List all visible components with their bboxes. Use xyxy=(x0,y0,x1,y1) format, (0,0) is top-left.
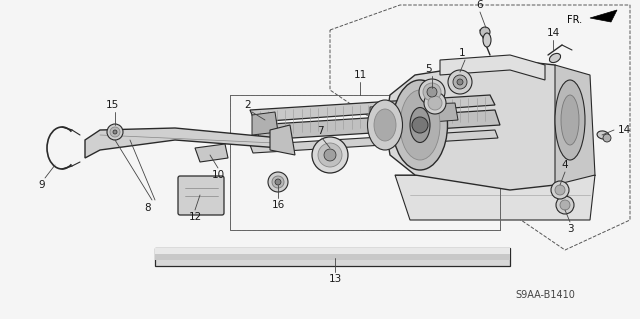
Bar xyxy=(230,95,500,230)
Circle shape xyxy=(556,196,574,214)
Text: 10: 10 xyxy=(211,170,225,180)
Circle shape xyxy=(603,134,611,142)
Text: 7: 7 xyxy=(317,126,323,136)
Ellipse shape xyxy=(410,108,430,143)
Polygon shape xyxy=(590,10,617,22)
Ellipse shape xyxy=(549,53,561,63)
Text: 3: 3 xyxy=(566,224,573,234)
Bar xyxy=(155,254,510,260)
Ellipse shape xyxy=(374,109,396,141)
Circle shape xyxy=(275,179,281,185)
Circle shape xyxy=(324,149,336,161)
Circle shape xyxy=(453,75,467,89)
Ellipse shape xyxy=(555,80,585,160)
Polygon shape xyxy=(440,55,545,80)
Text: 12: 12 xyxy=(188,212,202,222)
Text: 15: 15 xyxy=(106,100,118,110)
Text: 14: 14 xyxy=(618,125,631,135)
Text: 11: 11 xyxy=(353,70,367,80)
Circle shape xyxy=(457,79,463,85)
Text: 2: 2 xyxy=(244,100,252,110)
Ellipse shape xyxy=(367,100,403,150)
Text: 4: 4 xyxy=(562,160,568,170)
Polygon shape xyxy=(370,105,400,128)
Text: S9AA-B1410: S9AA-B1410 xyxy=(515,290,575,300)
Circle shape xyxy=(412,117,428,133)
Text: 13: 13 xyxy=(328,274,342,284)
Text: 9: 9 xyxy=(38,180,45,190)
Bar xyxy=(155,248,510,266)
Circle shape xyxy=(318,143,342,167)
Circle shape xyxy=(551,181,569,199)
Text: 5: 5 xyxy=(425,64,431,74)
Circle shape xyxy=(268,172,288,192)
Circle shape xyxy=(113,130,117,134)
Text: 1: 1 xyxy=(459,48,465,58)
Circle shape xyxy=(312,137,348,173)
Text: FR.: FR. xyxy=(567,15,582,25)
Polygon shape xyxy=(252,112,278,135)
Ellipse shape xyxy=(392,80,447,170)
Circle shape xyxy=(110,127,120,137)
Polygon shape xyxy=(250,130,498,153)
Polygon shape xyxy=(395,175,595,220)
Polygon shape xyxy=(430,103,458,122)
FancyBboxPatch shape xyxy=(178,176,224,215)
Circle shape xyxy=(480,27,490,37)
Bar xyxy=(230,95,500,230)
Circle shape xyxy=(448,70,472,94)
Polygon shape xyxy=(270,125,295,155)
Text: 16: 16 xyxy=(271,200,285,210)
Polygon shape xyxy=(85,128,280,158)
Bar xyxy=(155,248,510,256)
Text: 6: 6 xyxy=(477,0,483,10)
Circle shape xyxy=(427,87,437,97)
Circle shape xyxy=(424,92,446,114)
Text: 14: 14 xyxy=(547,28,559,38)
Circle shape xyxy=(555,185,565,195)
Circle shape xyxy=(560,200,570,210)
Ellipse shape xyxy=(483,33,491,47)
Circle shape xyxy=(419,79,445,105)
Circle shape xyxy=(428,96,442,110)
Polygon shape xyxy=(385,60,575,190)
Ellipse shape xyxy=(561,95,579,145)
Polygon shape xyxy=(555,65,595,185)
Ellipse shape xyxy=(400,90,440,160)
Text: 8: 8 xyxy=(145,203,151,213)
Polygon shape xyxy=(195,144,228,162)
Polygon shape xyxy=(250,95,495,122)
Polygon shape xyxy=(255,110,500,140)
Ellipse shape xyxy=(597,131,609,139)
Circle shape xyxy=(423,83,441,101)
Circle shape xyxy=(107,124,123,140)
Circle shape xyxy=(272,176,284,188)
